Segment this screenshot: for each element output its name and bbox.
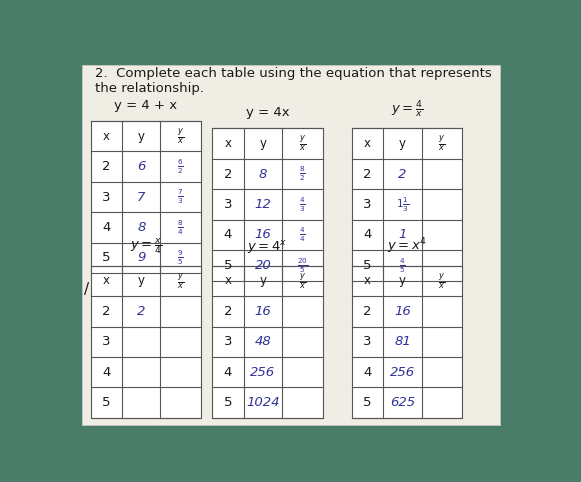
Bar xyxy=(212,266,322,418)
Text: 625: 625 xyxy=(390,396,415,409)
Text: 2: 2 xyxy=(102,305,110,318)
Text: 7: 7 xyxy=(137,190,145,203)
Text: 4: 4 xyxy=(363,228,372,241)
Text: 3: 3 xyxy=(224,335,232,348)
Text: 2: 2 xyxy=(102,160,110,173)
Text: $\frac{y}{x}$: $\frac{y}{x}$ xyxy=(438,271,446,291)
Text: $\frac{y}{x}$: $\frac{y}{x}$ xyxy=(177,126,184,146)
Text: $\frac{4}{5}$: $\frac{4}{5}$ xyxy=(399,256,406,275)
Text: y: y xyxy=(259,137,266,150)
Text: 256: 256 xyxy=(250,366,275,379)
Text: 2: 2 xyxy=(224,305,232,318)
Text: 3: 3 xyxy=(363,198,372,211)
Text: 5: 5 xyxy=(224,259,232,272)
Text: $\frac{y}{x}$: $\frac{y}{x}$ xyxy=(438,134,446,153)
Text: $\frac{8}{4}$: $\frac{8}{4}$ xyxy=(177,218,184,237)
Text: 9: 9 xyxy=(137,252,145,265)
Text: the relationship.: the relationship. xyxy=(95,82,204,95)
Text: x: x xyxy=(364,274,371,287)
Text: 3: 3 xyxy=(102,190,110,203)
Text: $y = x^{4}$: $y = x^{4}$ xyxy=(387,237,427,256)
Text: $\frac{9}{5}$: $\frac{9}{5}$ xyxy=(177,249,184,267)
Text: 3: 3 xyxy=(224,198,232,211)
Text: $1\frac{1}{3}$: $1\frac{1}{3}$ xyxy=(396,195,409,214)
Text: $\frac{y}{x}$: $\frac{y}{x}$ xyxy=(299,134,306,153)
Text: 256: 256 xyxy=(390,366,415,379)
Text: $\frac{y}{x}$: $\frac{y}{x}$ xyxy=(299,271,306,291)
Text: 5: 5 xyxy=(102,396,110,409)
Text: 8: 8 xyxy=(259,168,267,180)
Text: y: y xyxy=(138,274,145,287)
Text: x: x xyxy=(224,274,231,287)
Text: 16: 16 xyxy=(394,305,411,318)
Text: 5: 5 xyxy=(224,396,232,409)
Bar xyxy=(212,128,322,281)
Text: 48: 48 xyxy=(254,335,271,348)
Text: 4: 4 xyxy=(363,366,372,379)
Text: y: y xyxy=(259,274,266,287)
Text: x: x xyxy=(224,137,231,150)
Text: 16: 16 xyxy=(254,305,271,318)
Text: 2: 2 xyxy=(363,305,372,318)
Text: $y = \frac{4}{x}$: $y = \frac{4}{x}$ xyxy=(391,98,423,119)
Text: x: x xyxy=(364,137,371,150)
Text: $y = 4^{x}$: $y = 4^{x}$ xyxy=(247,240,288,256)
Text: $y = \frac{x}{4}$: $y = \frac{x}{4}$ xyxy=(130,237,162,256)
Text: $\frac{6}{2}$: $\frac{6}{2}$ xyxy=(177,157,184,176)
Text: x: x xyxy=(103,130,110,143)
Text: 2: 2 xyxy=(398,168,407,180)
Text: 2: 2 xyxy=(224,168,232,180)
Text: $\frac{4}{4}$: $\frac{4}{4}$ xyxy=(299,226,306,244)
Text: 16: 16 xyxy=(254,228,271,241)
Text: $\frac{8}{2}$: $\frac{8}{2}$ xyxy=(299,165,306,183)
Bar xyxy=(352,266,462,418)
Text: 4: 4 xyxy=(224,366,232,379)
Text: 2.  Complete each table using the equation that represents: 2. Complete each table using the equatio… xyxy=(95,67,492,80)
Text: y: y xyxy=(138,130,145,143)
Text: $\frac{20}{5}$: $\frac{20}{5}$ xyxy=(297,256,308,275)
Text: 2: 2 xyxy=(137,305,145,318)
Text: 4: 4 xyxy=(224,228,232,241)
Text: 20: 20 xyxy=(254,259,271,272)
FancyBboxPatch shape xyxy=(81,65,500,425)
Text: $\frac{4}{3}$: $\frac{4}{3}$ xyxy=(299,195,306,214)
Text: 6: 6 xyxy=(137,160,145,173)
Text: y: y xyxy=(399,274,406,287)
Text: x: x xyxy=(103,274,110,287)
Text: 5: 5 xyxy=(102,252,110,265)
Text: $\frac{7}{3}$: $\frac{7}{3}$ xyxy=(177,188,184,206)
Text: 4: 4 xyxy=(102,221,110,234)
Text: 12: 12 xyxy=(254,198,271,211)
Text: 5: 5 xyxy=(363,259,372,272)
Text: y: y xyxy=(399,137,406,150)
Text: /: / xyxy=(84,282,89,297)
Text: 3: 3 xyxy=(363,335,372,348)
Text: 3: 3 xyxy=(102,335,110,348)
Text: 5: 5 xyxy=(363,396,372,409)
Bar xyxy=(91,121,201,273)
Text: y = 4 + x: y = 4 + x xyxy=(114,99,177,112)
Text: 1024: 1024 xyxy=(246,396,279,409)
Bar xyxy=(91,266,201,418)
Text: $\frac{y}{x}$: $\frac{y}{x}$ xyxy=(177,271,184,291)
Text: 1: 1 xyxy=(398,228,407,241)
Text: 2: 2 xyxy=(363,168,372,180)
Text: 4: 4 xyxy=(102,366,110,379)
Bar xyxy=(352,128,462,281)
Text: y = 4x: y = 4x xyxy=(246,106,289,119)
Text: 81: 81 xyxy=(394,335,411,348)
Text: 8: 8 xyxy=(137,221,145,234)
